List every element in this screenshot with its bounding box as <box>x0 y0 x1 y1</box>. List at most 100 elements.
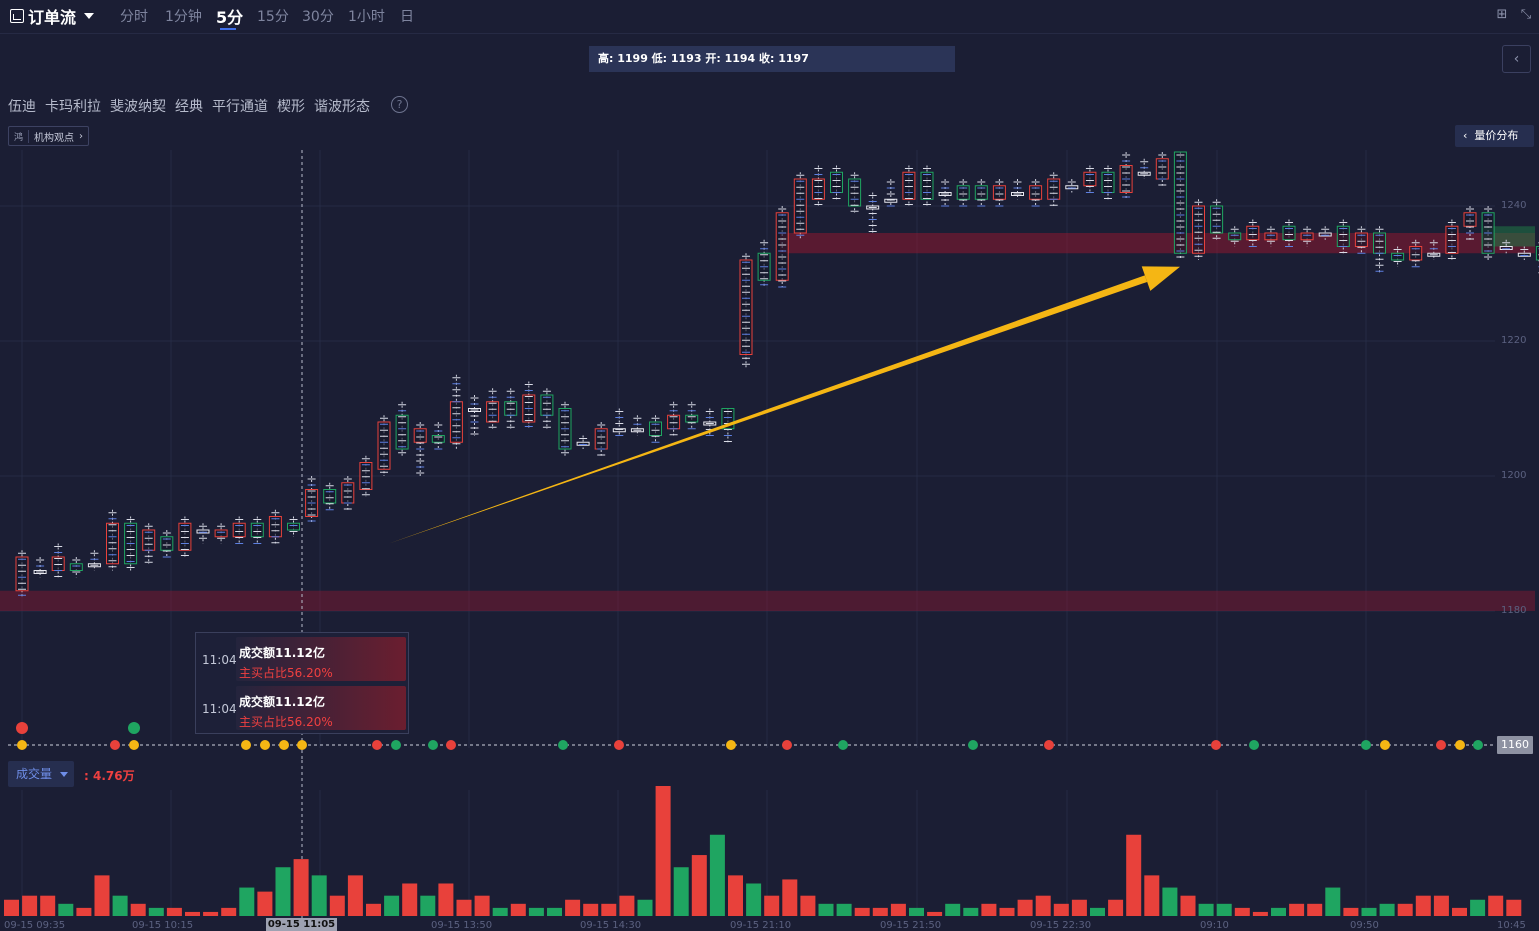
candle <box>431 422 445 450</box>
volume-bar <box>583 903 599 916</box>
volume-bar <box>22 895 38 916</box>
candle <box>884 179 898 207</box>
signal-marker-icon <box>16 722 28 734</box>
signal-marker-icon <box>1455 740 1465 750</box>
candle <box>1192 199 1205 260</box>
candle <box>757 239 771 287</box>
candle <box>341 476 355 510</box>
candle <box>106 509 119 571</box>
price-chart[interactable] <box>0 150 1539 760</box>
signal-marker-icon <box>279 740 289 750</box>
signal-marker-icon <box>726 740 736 750</box>
volume-bar <box>1035 895 1051 916</box>
candle-body <box>612 428 626 433</box>
period-tab-1min[interactable]: 1分钟 <box>165 9 202 25</box>
candle <box>1354 226 1368 254</box>
candle <box>992 179 1006 207</box>
date-label: 09:50 <box>1350 920 1379 931</box>
candle <box>1246 219 1260 247</box>
current-price-badge: 1160 <box>1497 736 1533 754</box>
volume-profile-label: 量价分布 <box>1474 129 1519 142</box>
volume-profile-button[interactable]: ‹ 量价分布 <box>1455 125 1534 147</box>
tool-classic[interactable]: 经典 <box>175 99 203 115</box>
candle-body <box>69 563 83 571</box>
candle <box>1065 179 1079 193</box>
candle <box>268 509 282 544</box>
volume-bar <box>547 907 562 916</box>
volume-bar <box>1433 895 1449 916</box>
candle <box>1155 152 1169 186</box>
candle-body <box>250 522 264 538</box>
volume-bar <box>402 883 418 916</box>
tool-harmonic[interactable]: 谐波形态 <box>314 99 370 115</box>
tool-parallel-channel[interactable]: 平行通道 <box>212 99 268 115</box>
tool-camarilla[interactable]: 卡玛利拉 <box>45 99 101 115</box>
volume-indicator-select[interactable]: 成交量 <box>8 761 74 787</box>
signal-marker-icon <box>17 740 27 750</box>
candle-body <box>1246 225 1260 241</box>
candle <box>974 179 988 207</box>
volume-bar <box>1090 907 1105 916</box>
help-icon[interactable]: ? <box>391 96 408 113</box>
signal-marker-icon <box>391 740 401 750</box>
volume-bar <box>565 899 581 916</box>
period-tab-5min[interactable]: 5分 <box>216 8 244 27</box>
period-tab-1hour[interactable]: 1小时 <box>348 9 385 25</box>
candle-body <box>1101 171 1115 193</box>
ohlc-readout: 高: 1199 低: 1193 开: 1194 收: 1197 <box>589 46 955 72</box>
candle-body <box>1210 205 1224 234</box>
signal-marker-icon <box>614 740 624 750</box>
candle <box>196 523 210 544</box>
volume-bar <box>963 907 979 916</box>
candle <box>1011 179 1024 200</box>
candle <box>51 543 65 578</box>
candle-body <box>848 178 862 207</box>
period-tab-15min[interactable]: 15分 <box>257 9 289 25</box>
collapse-panel-button[interactable]: ‹ <box>1502 45 1531 73</box>
volume-bar <box>1053 903 1069 916</box>
period-tab-day[interactable]: 日 <box>400 9 414 25</box>
candle-body <box>902 171 916 200</box>
date-label: 10:45 <box>1497 920 1526 931</box>
volume-bar <box>4 899 19 916</box>
tool-wedge[interactable]: 楔形 <box>277 99 305 115</box>
volume-bar <box>890 903 906 916</box>
tooltip-amount: 成交额11.12亿 <box>239 695 325 709</box>
orderflow-menu[interactable]: 订单流 <box>10 5 95 27</box>
fullscreen-icon[interactable]: ⤡ <box>1520 7 1532 22</box>
volume-bar <box>1361 907 1377 916</box>
candle <box>287 516 300 537</box>
volume-bar <box>655 786 671 916</box>
signal-marker-icon <box>129 740 139 750</box>
candle <box>612 408 626 436</box>
signal-marker-icon <box>260 740 270 750</box>
institution-view-button[interactable]: 鸿 机构观点 › <box>8 126 90 146</box>
period-tab-30min[interactable]: 30分 <box>302 9 334 25</box>
volume-bar <box>746 883 762 916</box>
candle <box>1535 242 1539 274</box>
volume-bar <box>1198 903 1214 916</box>
signal-marker-icon <box>1361 740 1371 750</box>
candle <box>250 516 264 544</box>
signal-marker-icon <box>297 740 307 750</box>
volume-chart[interactable] <box>0 760 1539 920</box>
candle-body <box>106 522 119 565</box>
active-period-underline <box>220 28 236 30</box>
candle-body <box>811 178 825 200</box>
candle-body <box>667 414 681 430</box>
period-tab-realtime[interactable]: 分时 <box>120 9 148 25</box>
tool-fibonacci[interactable]: 斐波纳契 <box>110 99 166 115</box>
candle <box>413 422 427 476</box>
candle-body <box>1155 158 1169 180</box>
tooltip-time: 11:04 <box>202 653 237 667</box>
volume-bar <box>1470 899 1486 916</box>
candle <box>1391 246 1405 267</box>
layout-grid-icon[interactable]: ⊞ <box>1496 7 1508 22</box>
volume-bar <box>1415 895 1431 916</box>
volume-bar <box>927 911 943 916</box>
candle-body <box>431 435 445 443</box>
volume-bar <box>1017 899 1033 916</box>
tool-wudi[interactable]: 伍迪 <box>8 99 36 115</box>
candle-body <box>1318 232 1332 237</box>
candle <box>1499 239 1513 254</box>
